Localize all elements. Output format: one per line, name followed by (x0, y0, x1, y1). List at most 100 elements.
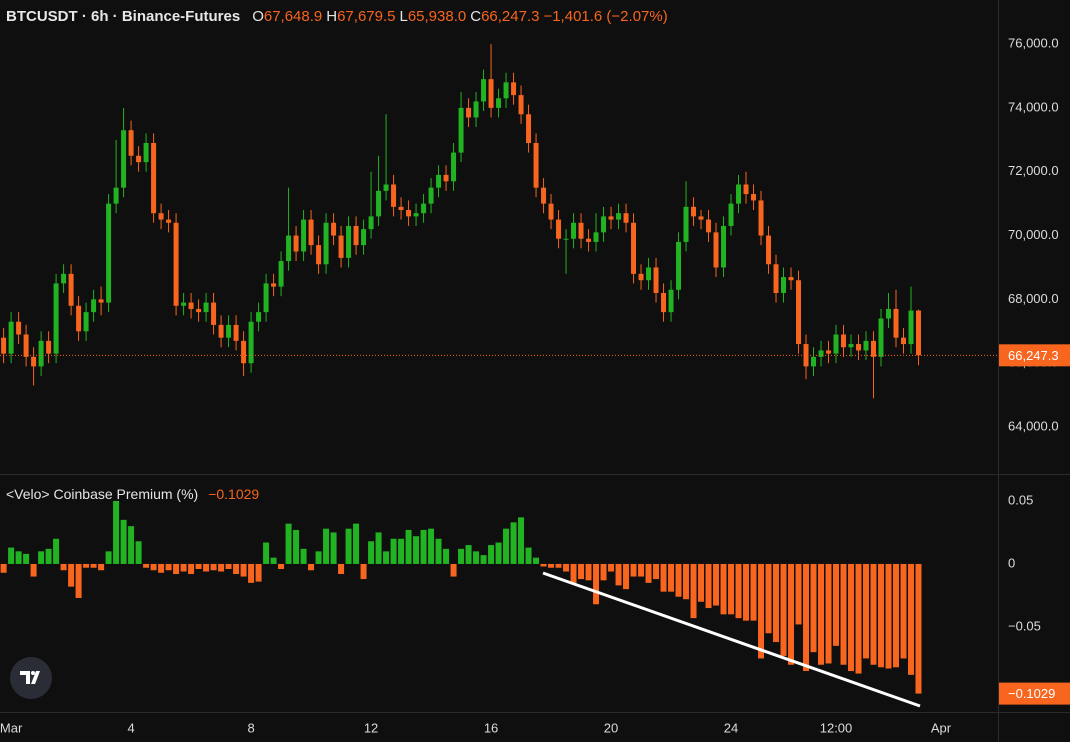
premium-bar (210, 563, 217, 571)
candle-body (901, 337, 907, 345)
candle-body (751, 194, 757, 201)
last-value-tag (999, 682, 1070, 705)
premium-bar (495, 542, 502, 564)
candle-body (781, 277, 787, 293)
candle-body (406, 210, 412, 217)
candle-body (856, 344, 862, 351)
candle-body (346, 225, 352, 258)
premium-bar (413, 536, 420, 564)
x-tick-label: 16 (484, 720, 498, 735)
candle-body (8, 321, 14, 354)
y-tick-label: 68,000.0 (1008, 291, 1059, 306)
premium-bar (900, 563, 907, 659)
candle-body (188, 302, 194, 309)
x-tick-label: 24 (724, 720, 738, 735)
candle-body (616, 213, 622, 220)
logo-dot[interactable] (31, 671, 35, 675)
candle-body (661, 292, 667, 313)
candle-body (511, 82, 517, 96)
premium-bar (315, 551, 322, 564)
candle-body (601, 216, 607, 233)
premium-bar (293, 529, 300, 564)
premium-bar (218, 563, 225, 572)
premium-bar (188, 563, 195, 575)
premium-bar (818, 563, 825, 665)
candle-body (706, 219, 712, 233)
premium-bar (578, 563, 585, 580)
candle-body (458, 107, 464, 153)
premium-bar (53, 538, 60, 564)
premium-bar (360, 563, 367, 580)
premium-bar (600, 563, 607, 581)
premium-bar (173, 563, 180, 575)
premium-bar (390, 538, 397, 564)
premium-bar (773, 563, 780, 643)
candle-body (608, 216, 614, 220)
candle-body (353, 225, 359, 246)
premium-bar (525, 547, 532, 564)
premium-bar (735, 563, 742, 619)
premium-bar (660, 563, 667, 592)
premium-bar (795, 563, 802, 625)
premium-bar (83, 563, 90, 568)
premium-bar (150, 563, 157, 571)
last-price-label: 66,247.3 (1008, 348, 1059, 363)
premium-bar (788, 563, 795, 665)
premium-bar (308, 563, 315, 571)
premium-bar (503, 528, 510, 564)
premium-bar (450, 563, 457, 577)
indicator-legend: <Velo> Coinbase Premium (%) −0.1029 (6, 486, 263, 502)
candle-body (916, 310, 922, 356)
candle-body (248, 321, 254, 364)
indicator-value: −0.1029 (208, 486, 260, 502)
premium-bar (855, 563, 862, 674)
candle-body (526, 114, 532, 143)
premium-bar (68, 563, 75, 587)
premium-bar (705, 563, 712, 609)
premium-bar (225, 563, 232, 569)
logo-circle[interactable] (10, 657, 52, 699)
candle-body (773, 264, 779, 293)
candle-body (106, 203, 112, 303)
candle-body (436, 174, 442, 188)
candle-body (46, 340, 52, 354)
logo[interactable] (10, 657, 52, 699)
logo-mark[interactable] (20, 671, 40, 684)
premium-bar (248, 563, 255, 583)
candle-body (818, 350, 824, 357)
candle-body (368, 216, 374, 230)
premium-bar (593, 563, 600, 605)
premium-bar (278, 563, 285, 569)
premium-bar (833, 563, 840, 646)
premium-bar (23, 553, 30, 564)
premium-bar (488, 545, 495, 564)
premium-bar (473, 551, 480, 564)
premium-bar (458, 548, 465, 564)
candle-body (893, 308, 899, 338)
candle-body (196, 308, 202, 313)
candle-body (83, 312, 89, 332)
premium-bar (30, 563, 37, 577)
candle-body (496, 98, 502, 108)
candle-body (593, 232, 599, 242)
candle-body (638, 273, 644, 281)
candle-body (398, 206, 404, 211)
candle-body (158, 213, 164, 220)
ohlc-key: O (252, 8, 264, 25)
x-tick-label: Mar (0, 720, 23, 735)
premium-bar (683, 563, 690, 600)
x-tick-label: 12:00 (820, 720, 853, 735)
premium-bar (563, 563, 570, 572)
candle-body (1, 337, 7, 354)
premium-bar (915, 563, 922, 694)
premium-bar (203, 563, 210, 572)
premium-bar (870, 563, 877, 665)
premium-bar (848, 563, 855, 672)
premium-bar (780, 563, 787, 656)
candle-body (698, 216, 704, 220)
premium-bar (15, 551, 22, 564)
candle-body (203, 302, 209, 313)
candle-body (548, 203, 554, 220)
